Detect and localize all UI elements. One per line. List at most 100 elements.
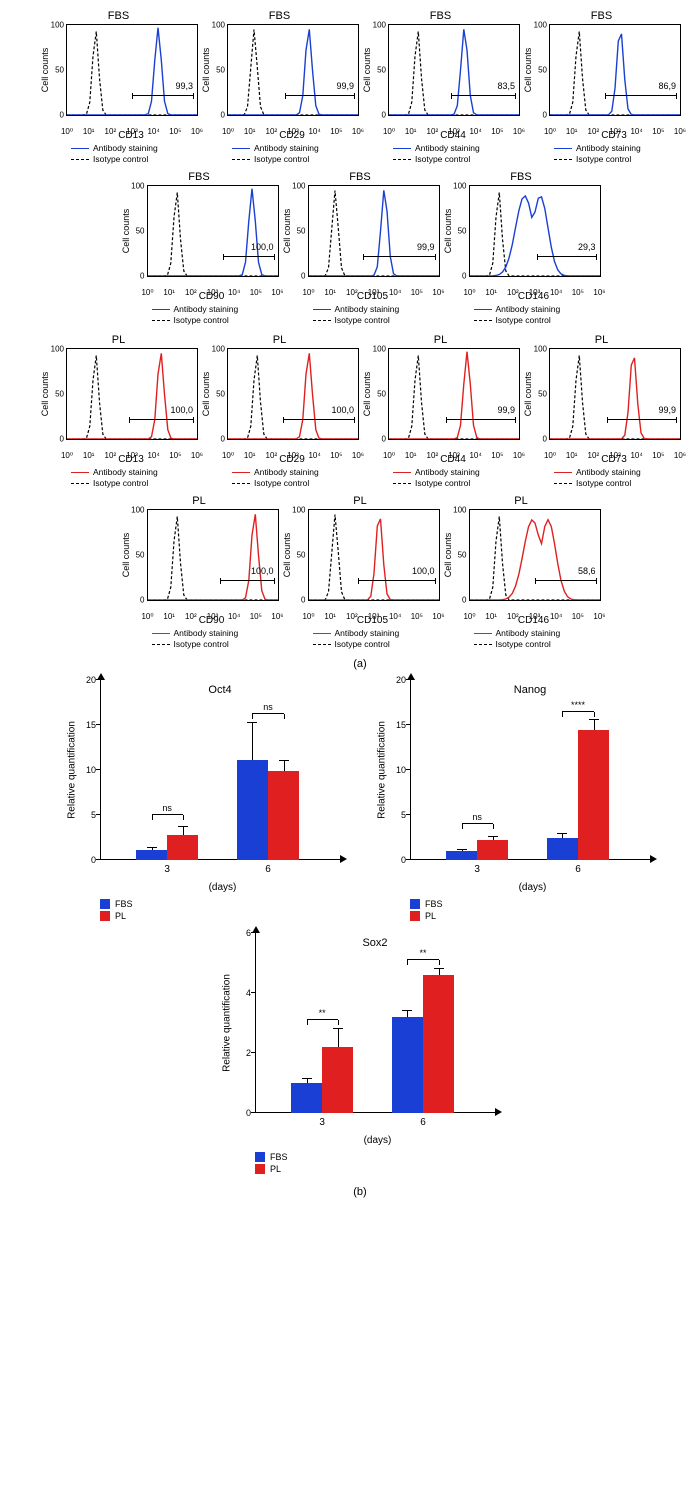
gate-value: 100,0 — [331, 405, 354, 415]
panel-group-title: FBS — [41, 10, 196, 22]
y-tick: 50 — [216, 66, 225, 75]
x-tick: 10⁴ — [147, 127, 159, 136]
antibody-curve — [389, 29, 519, 115]
significance-bracket — [307, 1019, 338, 1020]
x-tick: 10³ — [448, 451, 460, 460]
panel-group-title: FBS — [444, 171, 599, 183]
x-tick: 10⁵ — [169, 127, 181, 136]
isotype-curve — [389, 32, 519, 116]
y-tick: 100 — [534, 21, 547, 30]
gate-line — [285, 95, 355, 96]
x-tick: 10⁰ — [463, 612, 475, 621]
x-tick: 10⁰ — [61, 127, 73, 136]
legend-isotype-label: Isotype control — [576, 478, 631, 489]
gate-line — [283, 419, 356, 420]
antibody-curve — [228, 353, 358, 439]
significance-label: ** — [319, 1008, 326, 1018]
x-tick: 10⁴ — [308, 127, 320, 136]
y-tick: 0 — [221, 435, 225, 444]
gate-value: 83,5 — [497, 81, 515, 91]
significance-bracket — [462, 823, 493, 824]
x-tick: 10² — [346, 288, 358, 297]
legend-isotype-label: Isotype control — [576, 154, 631, 165]
legend-isotype-label: Isotype control — [415, 478, 470, 489]
isotype-curve — [470, 193, 600, 277]
y-axis-label: Cell counts — [40, 372, 50, 417]
y-tick: 0 — [60, 435, 64, 444]
y-tick: 0 — [462, 596, 466, 605]
y-tick: 50 — [55, 66, 64, 75]
gate-value: 58,6 — [578, 566, 596, 576]
x-tick: 10¹ — [163, 288, 175, 297]
x-tick: 10⁵ — [491, 127, 503, 136]
x-tick: 10⁶ — [432, 288, 444, 297]
x-tick: 10⁵ — [411, 612, 423, 621]
isotype-curve — [67, 356, 197, 440]
x-tick: 10⁴ — [147, 451, 159, 460]
legend-color-box — [255, 1164, 265, 1174]
y-axis-label: Cell counts — [362, 372, 372, 417]
gate-value: 99,3 — [175, 81, 193, 91]
x-tick: 10⁴ — [389, 288, 401, 297]
flow-section: PL Cell counts050100100,010⁰10¹10²10³10⁴1… — [10, 334, 700, 650]
panel-group-title: FBS — [122, 171, 277, 183]
x-tick: 10⁶ — [513, 127, 525, 136]
bar-title: Oct4 — [208, 684, 231, 696]
significance-bracket — [252, 713, 283, 714]
flow-legend: Antibody stainingIsotype control — [474, 304, 599, 326]
x-tick: 10⁴ — [228, 612, 240, 621]
x-tick: 10⁶ — [191, 451, 203, 460]
y-tick: 0 — [301, 272, 305, 281]
y-axis-label: Cell counts — [282, 209, 292, 254]
panel-group-title: PL — [202, 334, 357, 346]
y-tick: 100 — [212, 21, 225, 30]
flow-panel: FBSCell counts05010029,310⁰10¹10²10³10⁴1… — [444, 171, 599, 326]
y-tick: 50 — [538, 66, 547, 75]
antibody-curve — [309, 519, 439, 600]
isotype-curve — [389, 356, 519, 440]
y-axis-label: Cell counts — [40, 48, 50, 93]
x-tick: 10² — [105, 127, 117, 136]
antibody-curve — [389, 352, 519, 439]
bar-legend: FBSPL — [255, 1152, 500, 1174]
x-tick: 10² — [588, 127, 600, 136]
x-tick: 10⁶ — [593, 288, 605, 297]
flow-plot: Cell counts050100100,010⁰10¹10²10³10⁴10⁵… — [147, 509, 279, 601]
bar-plot: Relative quantification05101520Nanog3ns6… — [410, 680, 650, 860]
x-tick: 10³ — [126, 451, 138, 460]
flow-plot: Cell counts05010099,910⁰10¹10²10³10⁴10⁵1… — [308, 185, 440, 277]
y-tick: 0 — [140, 272, 144, 281]
bar-y-label: Relative quantification — [67, 721, 78, 819]
gate-value: 29,3 — [578, 242, 596, 252]
bar-y-tick: 6 — [246, 928, 251, 938]
bar-fbs — [237, 760, 268, 860]
y-tick: 0 — [382, 111, 386, 120]
y-axis-label: Cell counts — [121, 533, 131, 578]
y-tick: 100 — [453, 182, 466, 191]
gate-line — [535, 580, 597, 581]
legend-antibody-label: Antibody staining — [93, 143, 158, 154]
bar-y-label: Relative quantification — [222, 974, 233, 1072]
y-tick: 50 — [297, 227, 306, 236]
bar-y-label: Relative quantification — [377, 721, 388, 819]
legend-antibody-label: Antibody staining — [576, 467, 641, 478]
gate-line — [220, 580, 275, 581]
x-tick: 10⁶ — [513, 451, 525, 460]
x-tick: 10³ — [609, 127, 621, 136]
antibody-curve — [67, 28, 197, 115]
legend-color-box — [410, 899, 420, 909]
y-tick: 50 — [458, 227, 467, 236]
x-tick: 10⁶ — [432, 612, 444, 621]
bar-fbs — [136, 850, 167, 860]
x-tick: 10⁵ — [411, 288, 423, 297]
flow-panel: PLCell counts050100100,010⁰10¹10²10³10⁴1… — [122, 495, 277, 650]
bar-y-tick: 20 — [86, 675, 96, 685]
antibody-curve — [550, 358, 680, 439]
isotype-curve — [550, 32, 680, 116]
x-tick: 10³ — [609, 451, 621, 460]
flow-panel: FBSCell counts05010099,910⁰10¹10²10³10⁴1… — [283, 171, 438, 326]
isotype-curve — [470, 517, 600, 601]
bar-x-label: (days) — [100, 882, 345, 893]
y-axis-label: Cell counts — [443, 533, 453, 578]
bar-axes — [100, 679, 341, 860]
